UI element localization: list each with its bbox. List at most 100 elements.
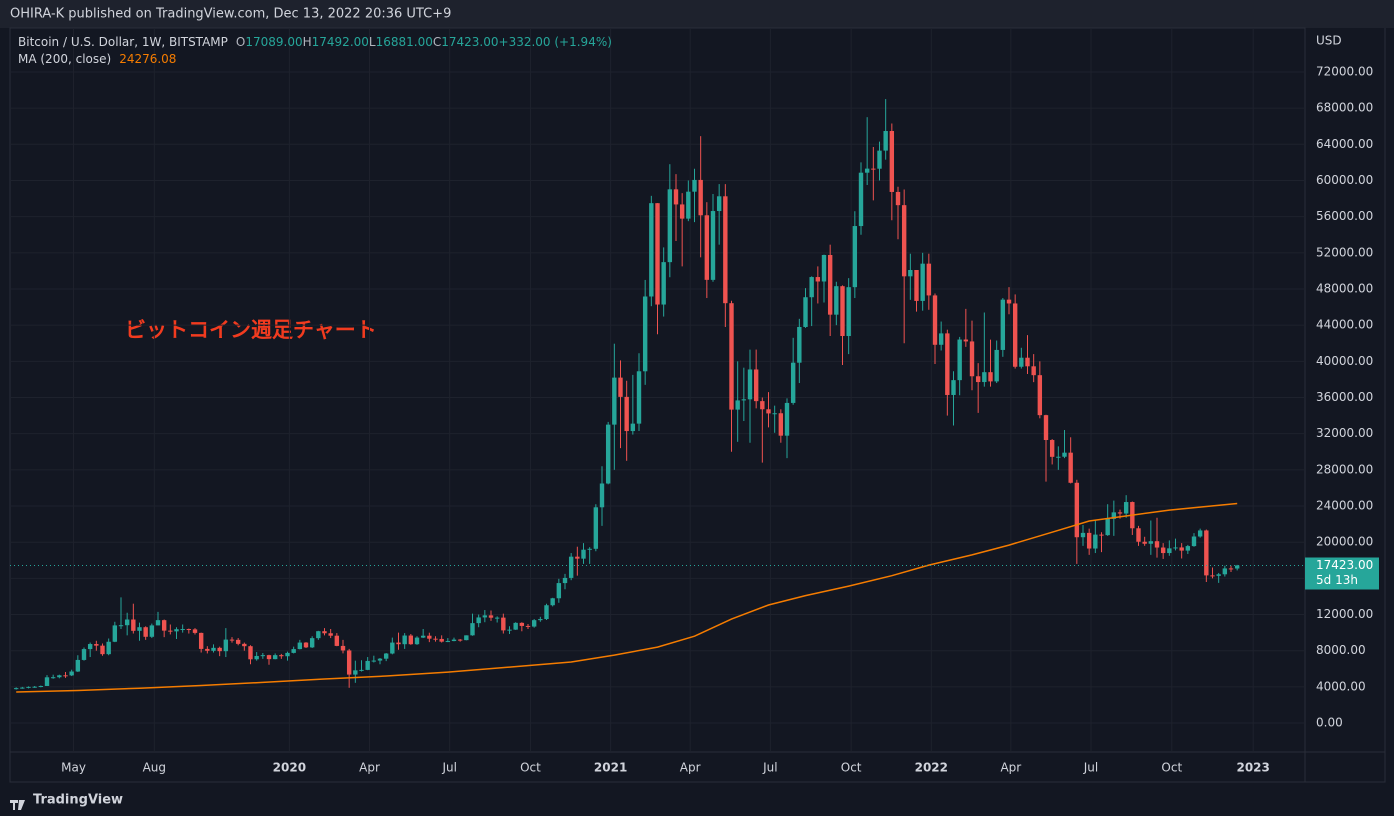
candle-body bbox=[1216, 574, 1221, 576]
change: +332.00 (+1.94%) bbox=[498, 35, 612, 49]
candle-body bbox=[303, 642, 309, 648]
candle-body bbox=[815, 277, 821, 282]
candle-body bbox=[254, 655, 259, 660]
x-tick-label: Jul bbox=[762, 761, 777, 775]
candle-body bbox=[809, 277, 814, 298]
candle-body bbox=[180, 629, 185, 631]
candle-body bbox=[155, 620, 161, 626]
candle-body bbox=[901, 205, 907, 277]
candle-body bbox=[612, 377, 617, 425]
candle-body bbox=[346, 650, 352, 675]
candle-body bbox=[1012, 303, 1018, 367]
candle-body bbox=[1105, 518, 1110, 536]
candle-body bbox=[1099, 534, 1104, 536]
top-bar bbox=[0, 0, 1394, 28]
candle-body bbox=[587, 548, 592, 550]
candle-body bbox=[1222, 568, 1228, 575]
candle-body bbox=[883, 131, 888, 151]
candle-body bbox=[784, 402, 790, 436]
x-tick-label: Oct bbox=[841, 761, 862, 775]
candle-body bbox=[186, 629, 192, 631]
candle-body bbox=[834, 286, 839, 315]
candle-body bbox=[778, 413, 784, 436]
candle-body bbox=[87, 644, 93, 650]
candle-body bbox=[624, 396, 629, 432]
y-tick-label: 64000.00 bbox=[1316, 137, 1373, 151]
candle-body bbox=[969, 341, 975, 377]
candle-body bbox=[279, 655, 284, 657]
candle-body bbox=[1197, 530, 1203, 537]
candle-body bbox=[63, 675, 68, 677]
candle-body bbox=[599, 483, 605, 508]
candle-body bbox=[427, 635, 432, 639]
candle-body bbox=[211, 647, 216, 651]
x-tick-label: 2020 bbox=[273, 761, 306, 775]
candle-body bbox=[649, 203, 654, 297]
y-tick-label: 28000.00 bbox=[1316, 462, 1373, 476]
x-tick-label: Oct bbox=[520, 761, 541, 775]
candle-body bbox=[932, 295, 938, 345]
x-tick-label: Jul bbox=[1083, 761, 1098, 775]
candle-body bbox=[963, 339, 969, 342]
y-tick-label: 8000.00 bbox=[1316, 643, 1366, 657]
candle-body bbox=[667, 189, 673, 263]
value: 17089.00 bbox=[245, 35, 303, 49]
candle-body bbox=[605, 424, 611, 484]
candle-body bbox=[852, 226, 858, 288]
candle-body bbox=[575, 556, 580, 559]
candle-body bbox=[871, 168, 876, 170]
candle-body bbox=[581, 549, 586, 559]
candle-body bbox=[704, 215, 710, 280]
candle-body bbox=[655, 203, 660, 305]
legend-row: MA (200, close) 24276.08 bbox=[18, 52, 176, 66]
candle-body bbox=[229, 639, 235, 641]
candle-body bbox=[1179, 547, 1184, 551]
candle-body bbox=[661, 262, 666, 305]
candle-body bbox=[13, 688, 19, 690]
candle-body bbox=[926, 263, 932, 296]
candle-body bbox=[328, 633, 333, 636]
candle-body bbox=[945, 333, 950, 395]
symbol: Bitcoin / U.S. Dollar, 1W, BITSTAMP bbox=[18, 35, 228, 49]
candle-body bbox=[316, 631, 321, 639]
candle-body bbox=[371, 660, 377, 662]
label: O bbox=[235, 35, 246, 49]
candle-body bbox=[1080, 532, 1086, 538]
candle-body bbox=[710, 211, 716, 280]
x-tick-label: Apr bbox=[1000, 761, 1021, 775]
candle-body bbox=[1006, 299, 1012, 304]
candle-body bbox=[100, 645, 105, 655]
candle-body bbox=[340, 645, 346, 651]
marks bbox=[10, 99, 1305, 693]
candle-body bbox=[161, 620, 167, 631]
ma-name: MA (200, close) bbox=[18, 52, 112, 66]
candle-body bbox=[507, 629, 512, 631]
candle-body bbox=[408, 635, 414, 645]
candle-body bbox=[1025, 357, 1030, 367]
y-tick-label: 36000.00 bbox=[1316, 390, 1373, 404]
candle-body bbox=[630, 423, 636, 432]
candle-body bbox=[81, 649, 87, 660]
candle-body bbox=[217, 647, 222, 652]
candle-body bbox=[420, 635, 426, 638]
candle-body bbox=[716, 196, 722, 212]
candle-body bbox=[242, 643, 247, 647]
candle-body bbox=[365, 660, 370, 670]
candle-body bbox=[192, 629, 198, 633]
candle-body bbox=[1056, 456, 1061, 458]
candle-body bbox=[994, 349, 999, 382]
candle-body bbox=[864, 168, 870, 173]
y-tick-label: 68000.00 bbox=[1316, 101, 1373, 115]
candle-body bbox=[38, 685, 44, 687]
candle-body bbox=[32, 686, 37, 688]
candle-body bbox=[75, 659, 81, 672]
candle-body bbox=[112, 625, 118, 642]
candle-body bbox=[735, 400, 740, 410]
candle-body bbox=[513, 622, 518, 630]
currency: USD bbox=[1316, 34, 1342, 48]
y-tick-label: 24000.00 bbox=[1316, 499, 1373, 513]
candle-body bbox=[846, 287, 851, 337]
x-tick-label: Aug bbox=[143, 761, 166, 775]
candle-body bbox=[1019, 357, 1024, 367]
